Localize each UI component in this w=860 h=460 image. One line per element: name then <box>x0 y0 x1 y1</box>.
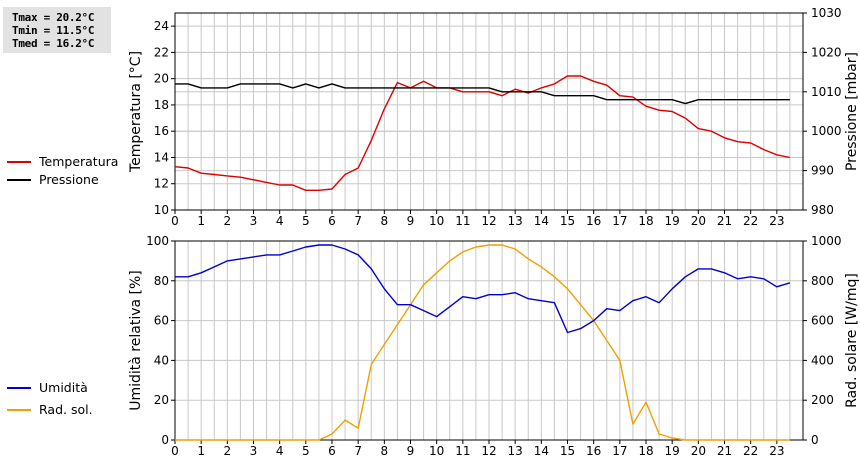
y-tick-label-right: 800 <box>811 274 834 288</box>
y-tick-label-left: 24 <box>154 19 169 33</box>
y-tick-label-right: 980 <box>811 203 834 217</box>
y-tick-label-right: 1000 <box>811 124 842 138</box>
x-tick-label: 0 <box>171 444 179 458</box>
legend-swatch-radsol <box>7 409 31 411</box>
y-tick-label-right: 400 <box>811 353 834 367</box>
x-tick-label: 8 <box>381 214 389 228</box>
legend-label-umidita: Umidità <box>39 380 88 395</box>
y-tick-label-right: 200 <box>811 393 834 407</box>
legend-swatch-umidita <box>7 387 31 389</box>
y-tick-label-left: 80 <box>154 274 169 288</box>
x-tick-label: 21 <box>717 444 732 458</box>
x-tick-label: 10 <box>429 444 444 458</box>
y-tick-label-left: 20 <box>154 72 169 86</box>
y-tick-label-right: 600 <box>811 314 834 328</box>
x-tick-label: 4 <box>276 214 284 228</box>
tmed-label: Tmed = 16.2°C <box>12 37 95 50</box>
x-tick-label: 13 <box>508 214 523 228</box>
x-tick-label: 23 <box>769 444 784 458</box>
x-tick-label: 1 <box>197 444 205 458</box>
x-tick-label: 3 <box>250 214 258 228</box>
x-tick-label: 3 <box>250 444 258 458</box>
chart-panel-1: 0 1 2 3 4 5 6 7 8 9 10 11 12 13 14 15 16 17 18 19 20 21 22 2302… <box>128 234 860 458</box>
y-axis-title-right: Rad. solare [W/mq] <box>844 273 860 408</box>
x-tick-label: 17 <box>612 444 627 458</box>
x-tick-label: 20 <box>691 444 706 458</box>
x-tick-label: 20 <box>691 214 706 228</box>
y-tick-label-left: 12 <box>154 177 169 191</box>
y-tick-label-left: 10 <box>154 203 169 217</box>
y-tick-label-left: 14 <box>154 150 169 164</box>
x-tick-label: 6 <box>328 444 336 458</box>
x-tick-label: 13 <box>508 444 523 458</box>
x-tick-label: 11 <box>455 214 470 228</box>
chart-panel-0: 0 1 2 3 4 5 6 7 8 9 10 11 12 13 14 15 16 17 18 19 20 21 22 2310… <box>128 6 860 228</box>
x-tick-label: 12 <box>481 214 496 228</box>
x-tick-label: 23 <box>769 214 784 228</box>
y-tick-label-left: 20 <box>154 393 169 407</box>
y-axis-title-left: Umidità relativa [%] <box>128 270 144 411</box>
tmax-label: Tmax = 20.2°C <box>12 11 95 24</box>
y-tick-label-right: 990 <box>811 164 834 178</box>
x-tick-label: 6 <box>328 214 336 228</box>
x-tick-label: 10 <box>429 214 444 228</box>
y-tick-label-left: 60 <box>154 314 169 328</box>
x-tick-label: 8 <box>381 444 389 458</box>
x-tick-label: 22 <box>743 444 758 458</box>
x-tick-label: 0 <box>171 214 179 228</box>
x-tick-label: 22 <box>743 214 758 228</box>
y-tick-label-right: 1020 <box>811 45 842 59</box>
y-tick-label-right: 0 <box>811 433 819 447</box>
x-tick-label: 16 <box>586 444 601 458</box>
y-tick-label-left: 100 <box>146 234 169 248</box>
x-tick-label: 19 <box>665 444 680 458</box>
x-tick-label: 18 <box>638 444 653 458</box>
x-tick-label: 16 <box>586 214 601 228</box>
stats-box: Tmax = 20.2°C Tmin = 11.5°C Tmed = 16.2°… <box>3 7 111 53</box>
x-tick-label: 14 <box>534 444 549 458</box>
series-line-rad-sol <box>175 244 790 441</box>
series-line-pressione <box>175 83 790 105</box>
x-tick-label: 2 <box>224 444 232 458</box>
y-tick-label-right: 1010 <box>811 85 842 99</box>
legend-label-pressione: Pressione <box>39 172 99 187</box>
x-tick-label: 5 <box>302 444 310 458</box>
x-tick-label: 19 <box>665 214 680 228</box>
x-tick-label: 14 <box>534 214 549 228</box>
x-tick-label: 15 <box>560 214 575 228</box>
tmin-label: Tmin = 11.5°C <box>12 24 95 37</box>
series-line-temperatura <box>174 75 791 192</box>
x-tick-label: 21 <box>717 214 732 228</box>
x-tick-label: 4 <box>276 444 284 458</box>
x-tick-label: 9 <box>407 214 415 228</box>
x-tick-label: 1 <box>197 214 205 228</box>
x-tick-label: 17 <box>612 214 627 228</box>
legend-label-temperatura: Temperatura <box>39 154 119 169</box>
x-tick-label: 9 <box>407 444 415 458</box>
x-tick-label: 11 <box>455 444 470 458</box>
x-tick-label: 15 <box>560 444 575 458</box>
x-tick-label: 18 <box>638 214 653 228</box>
y-axis-title-left: Temperatura [°C] <box>128 51 144 173</box>
y-tick-label-right: 1000 <box>811 234 842 248</box>
x-tick-label: 12 <box>481 444 496 458</box>
series-line-umidit <box>175 244 791 334</box>
x-tick-label: 7 <box>354 444 362 458</box>
y-tick-label-left: 0 <box>161 433 169 447</box>
y-axis-title-right: Pressione [mbar] <box>844 52 860 171</box>
y-tick-label-left: 40 <box>154 353 169 367</box>
x-tick-label: 7 <box>354 214 362 228</box>
legend-swatch-pressione <box>7 179 31 181</box>
legend-swatch-temperatura <box>7 161 31 163</box>
legend-label-radsol: Rad. sol. <box>39 402 93 417</box>
x-tick-label: 2 <box>224 214 232 228</box>
y-tick-label-left: 16 <box>154 124 169 138</box>
y-tick-label-right: 1030 <box>811 6 842 20</box>
y-tick-label-left: 22 <box>154 45 169 59</box>
x-tick-label: 5 <box>302 214 310 228</box>
y-tick-label-left: 18 <box>154 98 169 112</box>
